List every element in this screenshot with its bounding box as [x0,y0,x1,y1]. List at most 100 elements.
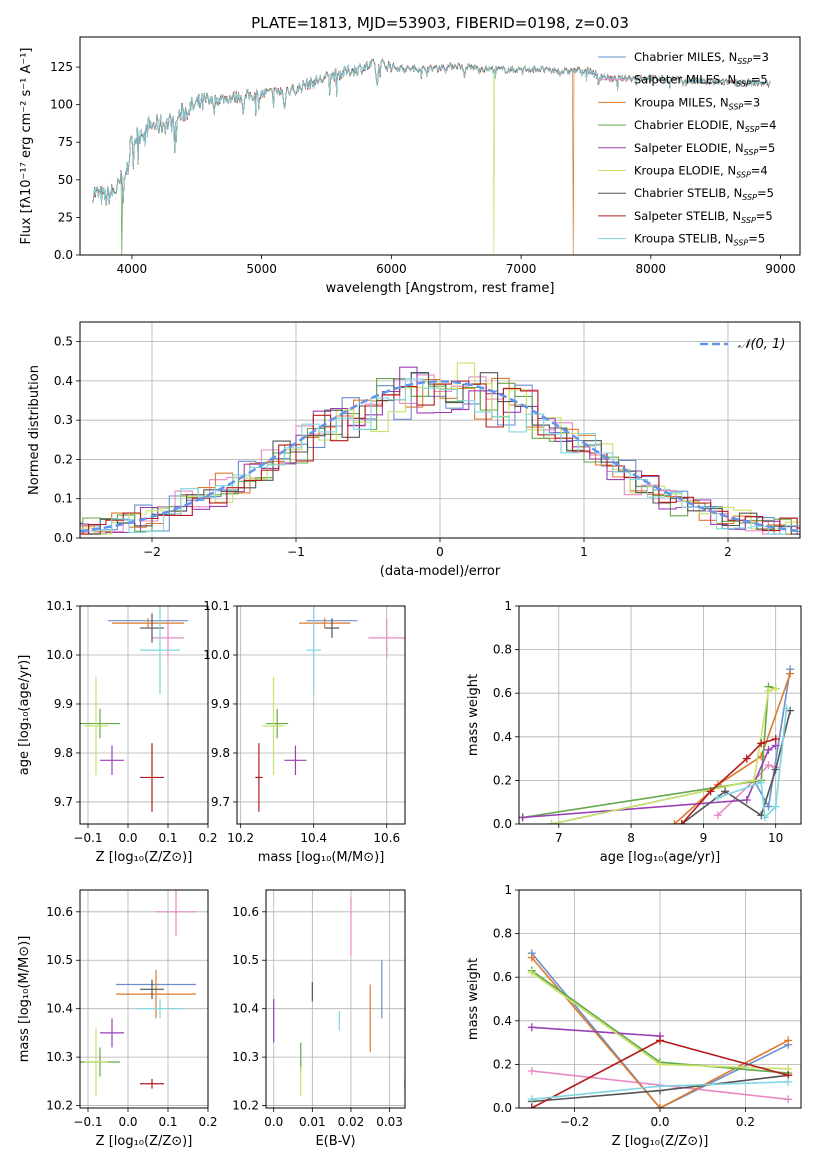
age-vs-mass-point-2 [299,618,351,629]
weight-vs-age-marker-7-3 [757,739,766,748]
mass-vs-Z-ytick-label: 10.5 [46,953,73,967]
age-vs-Z-ytick-label: 10.0 [46,648,73,662]
spectrum-series-5 [92,58,771,255]
spectrum-ylabel: Flux [fλ10⁻¹⁷ erg cm⁻² s⁻¹ A⁻¹] [19,48,34,245]
weight-vs-Z-marker-1-1 [784,1095,793,1104]
mass-vs-Z-xtick-label: 0.0 [118,1115,137,1129]
age-vs-mass-point-3 [266,708,289,739]
axes-frame [79,36,801,256]
age-vs-Z-xtick-label: 0.0 [118,831,137,845]
weight-vs-age-ylabel: mass weight [466,674,481,756]
weight-vs-age-marker-1-0 [713,811,722,820]
weight-vs-age-marker-5-0 [547,820,556,824]
weight-vs-Z-ytick-label: 0.2 [493,1057,512,1071]
age-vs-mass-point-5 [262,677,285,776]
residuals-ytick-label: 0.3 [54,413,73,427]
age-vs-Z-xtick-label: 0.2 [198,831,217,845]
weight-vs-age-ytick-label: 0.8 [493,643,512,657]
residuals-xtick-label: −1 [287,545,305,559]
mass-vs-Z-xlabel: Z [log₁₀(Z/Z⊙)] [96,1134,193,1149]
age-vs-Z-xtick-label: −0.1 [73,831,102,845]
age-vs-mass-point-6 [324,618,340,638]
axes-frame [518,889,802,1109]
weight-vs-Z-marker-5-1 [656,1060,664,1069]
residuals-xtick-label: −2 [143,545,161,559]
weight-vs-age-marker-5-2 [764,687,773,696]
weight-vs-age-marker-1-2 [764,761,773,770]
legend-entry-1: Salpeter MILES, NSSP=5 [634,73,768,89]
spectrum-series-2 [92,58,771,255]
weight-vs-Z-series-4 [531,1026,661,1037]
weight-vs-age-marker-4-1 [742,796,751,805]
weight-vs-Z-ytick-label: 0.4 [493,1014,512,1028]
weight-vs-Z-marker-7-1 [656,1036,664,1045]
age-vs-mass-ytick-label: 10.1 [203,599,230,613]
weight-vs-Z-marker-8-2 [784,1077,793,1086]
spectrum-xlabel: wavelength [Angstrom, rest frame] [326,281,555,296]
age-vs-Z-point-8 [140,606,180,695]
mass-vs-EBV-xlabel: E(B-V) [315,1134,355,1149]
weight-vs-age-marker-8-0 [713,793,722,802]
mass-vs-Z-point-5 [84,1028,108,1096]
mass-vs-Z-ytick-label: 10.6 [46,905,73,919]
legend-entry-normal: 𝒩(0, 1) [738,337,785,352]
mass-vs-Z-ytick-label: 10.2 [46,1099,73,1113]
weight-vs-Z-marker-2-1 [656,1104,664,1108]
residuals-plot-area [80,362,800,535]
spectrum-xtick-label: 9000 [765,262,796,276]
legend-entry-7: Salpeter STELIB, NSSP=5 [634,209,773,225]
mass-vs-Z-xtick-label: −0.1 [73,1115,102,1129]
mass-vs-Z-point-1 [156,890,196,937]
age-vs-mass-point-4 [284,745,307,776]
age-vs-Z-ytick-label: 9.7 [54,795,73,809]
weight-vs-age-marker-8-2 [760,813,769,822]
legend-entry-4: Salpeter ELODIE, NSSP=5 [634,141,775,157]
weight-vs-Z-xtick-label: 0.0 [650,1115,669,1129]
age-vs-Z-plot-area [80,606,188,812]
residuals-ytick-label: 0.5 [54,335,73,349]
legend-entry-0: Chabrier MILES, NSSP=3 [634,50,769,66]
weight-vs-age-series-5 [551,688,776,824]
axes-frame [79,889,209,1109]
axes-frame [79,605,209,825]
weight-vs-age-xlabel: age [log₁₀(age/yr)] [600,850,721,865]
residuals-ytick-label: 0.2 [54,452,73,466]
legend-entry-3: Chabrier ELODIE, NSSP=4 [634,118,776,134]
residuals-ytick-label: 0.4 [54,374,73,388]
weight-vs-age-marker-7-4 [771,734,780,743]
weight-vs-age-marker-0-2 [764,802,773,811]
mass-vs-EBV-plot-area [273,897,405,1096]
age-vs-Z-point-7 [140,743,164,812]
spectrum-xtick-label: 5000 [246,262,277,276]
age-vs-Z-xtick-label: 0.1 [158,831,177,845]
mass-vs-Z-ytick-label: 10.3 [46,1050,73,1064]
weight-vs-Z-marker-4-0 [527,1023,536,1032]
residuals-ytick-label: 0.0 [54,531,73,545]
weight-vs-age-series-3 [522,685,776,819]
weight-vs-Z-series-0 [531,952,789,1108]
weight-vs-Z-marker-5-0 [527,968,536,977]
age-vs-mass-ytick-label: 10.0 [203,648,230,662]
weight-vs-Z-ytick-label: 1 [504,883,512,897]
weight-vs-age-marker-4-0 [519,813,527,822]
spectrum-xtick-label: 4000 [117,262,148,276]
spectrum-series-3 [92,58,771,255]
age-vs-mass-ytick-label: 9.7 [211,795,230,809]
weight-vs-age-series-4 [522,744,777,819]
weight-vs-Z-xlabel: Z [log₁₀(Z/Z⊙)] [612,1134,709,1149]
mass-vs-Z-point-6 [140,979,164,999]
age-vs-Z-ytick-label: 9.8 [54,746,73,760]
weight-vs-age-marker-8-1 [757,778,766,787]
weight-vs-Z-marker-2-2 [784,1036,793,1045]
weight-vs-Z-ylabel: mass weight [466,958,481,1040]
weight-vs-age-ytick-label: 0.4 [493,730,512,744]
age-vs-mass-plot-area [255,606,405,812]
weight-vs-age-series-0 [551,669,791,824]
weight-vs-Z-ytick-label: 0.8 [493,927,512,941]
normal-reference-curve [80,380,800,533]
weight-vs-age-ytick-label: 0.2 [493,773,512,787]
legend-entry-2: Kroupa MILES, NSSP=3 [634,95,760,111]
weight-vs-Z-xtick-label: 0.2 [736,1115,755,1129]
age-vs-mass-point-7 [255,743,263,812]
